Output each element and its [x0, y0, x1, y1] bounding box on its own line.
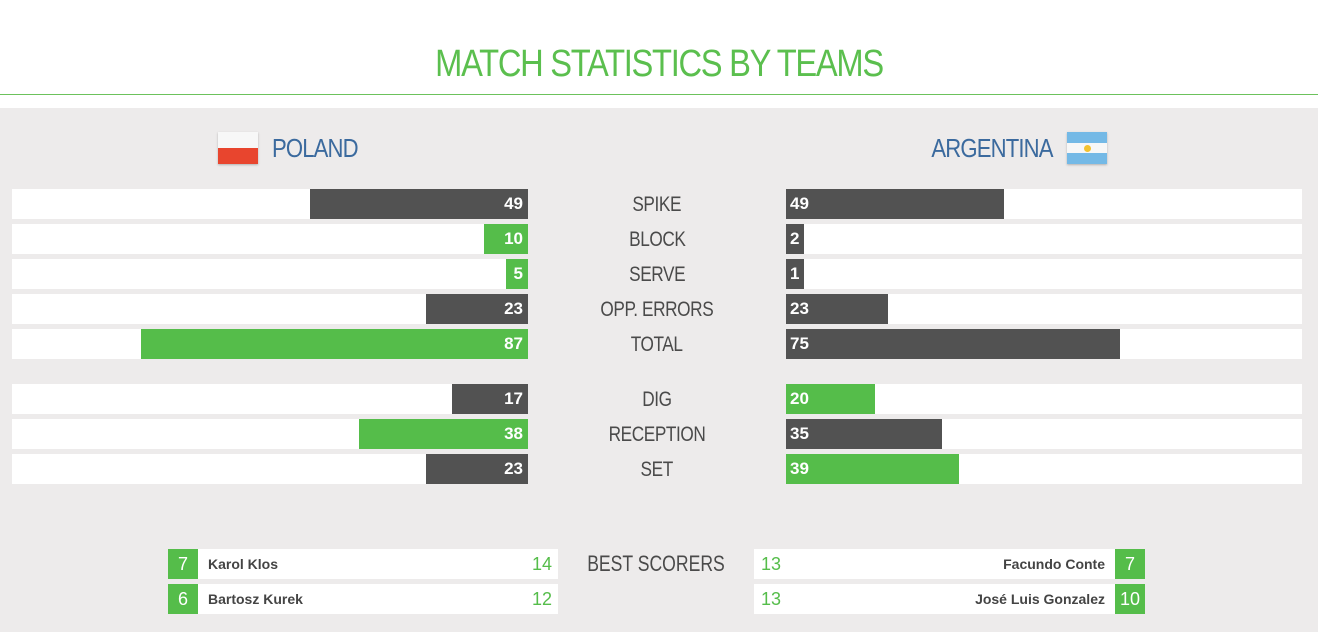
left-bar: 49: [310, 189, 528, 219]
stat-row-block: 10 BLOCK 2: [12, 224, 1302, 254]
stat-label: BLOCK: [628, 228, 686, 251]
stat-label: RECEPTION: [608, 423, 706, 446]
argentina-flag-icon: [1067, 132, 1107, 165]
right-bar-track: 1: [786, 259, 1302, 289]
team-right: ARGENTINA: [910, 130, 1107, 166]
player-number: 7: [1115, 549, 1145, 579]
stat-row-set: 23 SET 39: [12, 454, 1302, 484]
stat-row-serve: 5 SERVE 1: [12, 259, 1302, 289]
best-scorers-label: BEST SCORERS: [587, 551, 725, 576]
stat-row-reception: 38 RECEPTION 35: [12, 419, 1302, 449]
right-bar: 49: [786, 189, 1004, 219]
stat-row-total: 87 TOTAL 75: [12, 329, 1302, 359]
right-bar: 39: [786, 454, 959, 484]
stat-label: SET: [640, 458, 674, 481]
left-bar-track: 10: [12, 224, 528, 254]
stat-label: DIG: [642, 388, 672, 411]
left-bar-track: 17: [12, 384, 528, 414]
right-bar: 23: [786, 294, 888, 324]
right-bar-track: 2: [786, 224, 1302, 254]
left-bar: 23: [426, 294, 528, 324]
player-name: Karol Klos: [208, 556, 279, 572]
player-points: 13: [761, 554, 782, 574]
stat-label: TOTAL: [631, 333, 683, 356]
poland-flag-icon: [218, 132, 258, 164]
left-bar-track: 49: [12, 189, 528, 219]
player-number: 10: [1115, 584, 1145, 614]
team-left: POLAND: [218, 130, 373, 166]
left-bar: 23: [426, 454, 528, 484]
left-bar: 38: [359, 419, 528, 449]
stat-label: SERVE: [628, 263, 686, 286]
scorer-right: 13 Facundo Conte 7: [754, 549, 1145, 579]
stat-row-opp-errors: 23 OPP. ERRORS 23: [12, 294, 1302, 324]
scorer-right: 13 José Luis Gonzalez 10: [754, 584, 1145, 614]
right-bar: 75: [786, 329, 1120, 359]
left-bar-track: 23: [12, 294, 528, 324]
stat-label: OPP. ERRORS: [600, 298, 714, 321]
right-bar-track: 75: [786, 329, 1302, 359]
right-bar: 35: [786, 419, 942, 449]
team-left-name: POLAND: [272, 132, 359, 163]
right-bar-track: 49: [786, 189, 1302, 219]
right-bar: 20: [786, 384, 875, 414]
right-bar-track: 35: [786, 419, 1302, 449]
player-points: 12: [531, 589, 552, 609]
player-name: José Luis Gonzalez: [975, 591, 1105, 607]
left-bar-track: 5: [12, 259, 528, 289]
player-number: 7: [168, 549, 198, 579]
left-bar: 17: [452, 384, 528, 414]
right-bar: 2: [786, 224, 804, 254]
right-bar-track: 20: [786, 384, 1302, 414]
right-bar-track: 39: [786, 454, 1302, 484]
right-bar: 1: [786, 259, 804, 289]
header: MATCH STATISTICS BY TEAMS: [0, 0, 1318, 95]
stat-label: SPIKE: [632, 193, 682, 216]
player-number: 6: [168, 584, 198, 614]
scorer-left: 6 Bartosz Kurek 12: [168, 584, 558, 614]
left-bar-track: 38: [12, 419, 528, 449]
right-bar-track: 23: [786, 294, 1302, 324]
stat-row-dig: 17 DIG 20: [12, 384, 1302, 414]
left-bar: 5: [506, 259, 528, 289]
player-name: Facundo Conte: [1003, 556, 1105, 572]
left-bar-track: 23: [12, 454, 528, 484]
left-bar: 87: [141, 329, 528, 359]
player-points: 13: [761, 589, 782, 609]
stat-row-spike: 49 SPIKE 49: [12, 189, 1302, 219]
page-title: MATCH STATISTICS BY TEAMS: [435, 43, 884, 85]
team-right-name: ARGENTINA: [931, 132, 1054, 163]
player-points: 14: [531, 554, 552, 574]
left-bar-track: 87: [12, 329, 528, 359]
left-bar: 10: [484, 224, 528, 254]
player-name: Bartosz Kurek: [208, 591, 303, 607]
scorer-left: 7 Karol Klos 14: [168, 549, 558, 579]
